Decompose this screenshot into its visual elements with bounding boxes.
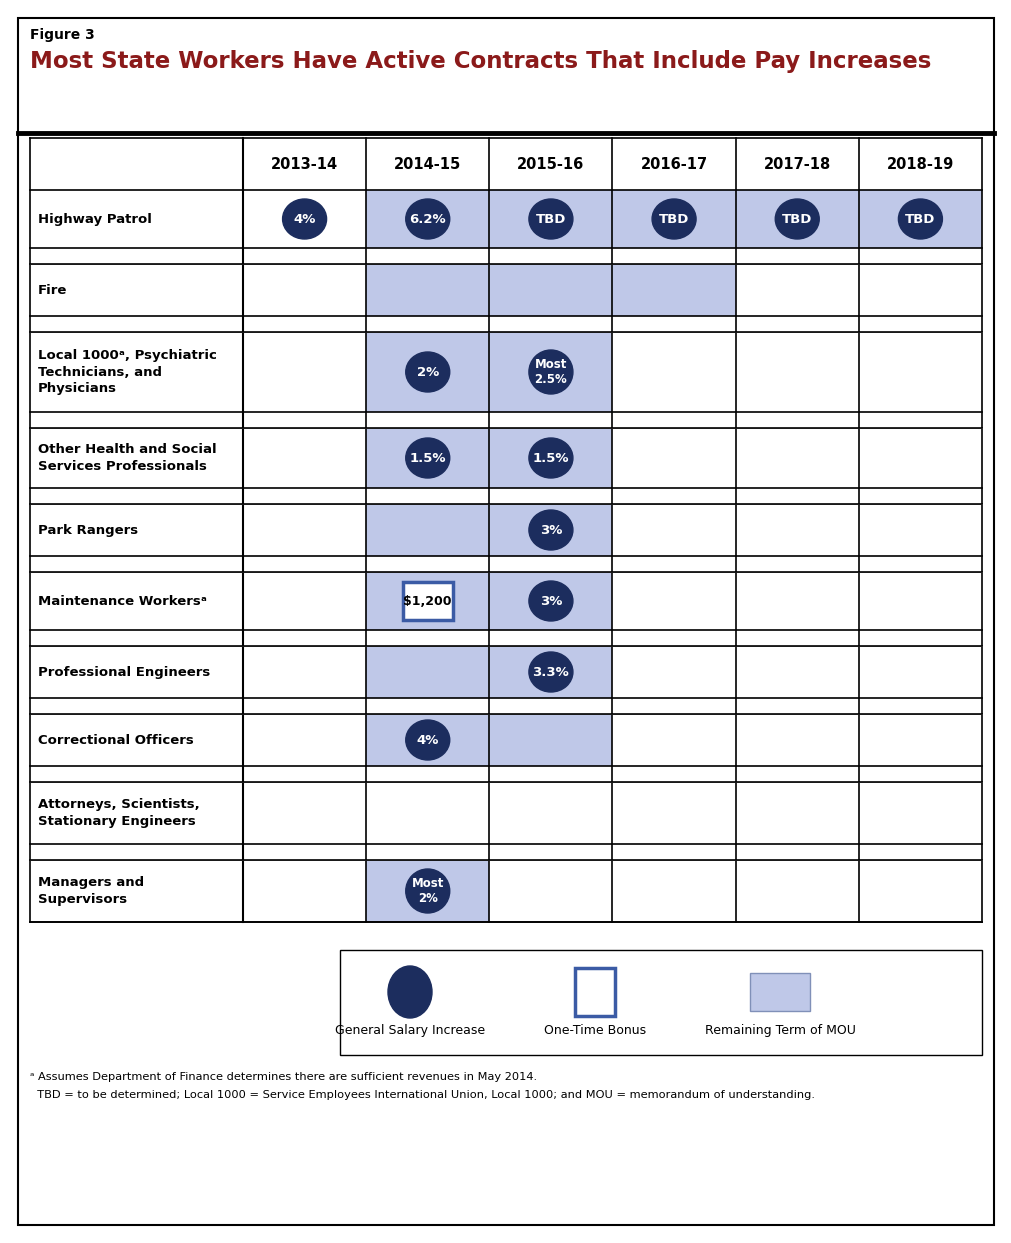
Ellipse shape bbox=[529, 510, 572, 549]
Text: General Salary Increase: General Salary Increase bbox=[335, 1024, 484, 1037]
FancyBboxPatch shape bbox=[366, 190, 981, 249]
FancyBboxPatch shape bbox=[243, 138, 981, 190]
Text: 2014-15: 2014-15 bbox=[393, 157, 461, 172]
Text: 4%: 4% bbox=[417, 733, 439, 747]
FancyBboxPatch shape bbox=[366, 428, 612, 488]
Ellipse shape bbox=[405, 720, 449, 759]
Text: One-Time Bonus: One-Time Bonus bbox=[543, 1024, 645, 1037]
Text: TBD = to be determined; Local 1000 = Service Employees International Union, Loca: TBD = to be determined; Local 1000 = Ser… bbox=[30, 1090, 814, 1100]
Text: 2%: 2% bbox=[417, 365, 439, 379]
Ellipse shape bbox=[529, 199, 572, 239]
Text: 3%: 3% bbox=[539, 594, 561, 608]
FancyBboxPatch shape bbox=[574, 968, 615, 1016]
Text: $1,200: $1,200 bbox=[403, 594, 452, 608]
Ellipse shape bbox=[529, 580, 572, 622]
Ellipse shape bbox=[405, 199, 449, 239]
Ellipse shape bbox=[405, 352, 449, 392]
Ellipse shape bbox=[405, 869, 449, 914]
Text: Park Rangers: Park Rangers bbox=[38, 523, 137, 537]
Text: 1.5%: 1.5% bbox=[409, 451, 446, 465]
Text: Most
2.5%: Most 2.5% bbox=[534, 358, 567, 385]
Text: Professional Engineers: Professional Engineers bbox=[38, 665, 210, 679]
Text: Most
2%: Most 2% bbox=[411, 878, 444, 905]
Text: Correctional Officers: Correctional Officers bbox=[38, 733, 193, 747]
Text: 4%: 4% bbox=[293, 213, 315, 225]
FancyBboxPatch shape bbox=[366, 503, 612, 556]
Text: Other Health and Social
Services Professionals: Other Health and Social Services Profess… bbox=[38, 444, 216, 472]
FancyBboxPatch shape bbox=[18, 17, 993, 1226]
Ellipse shape bbox=[651, 199, 696, 239]
FancyBboxPatch shape bbox=[402, 582, 452, 620]
Text: 3.3%: 3.3% bbox=[532, 665, 569, 679]
Text: 3%: 3% bbox=[539, 523, 561, 537]
FancyBboxPatch shape bbox=[366, 646, 612, 699]
Ellipse shape bbox=[387, 966, 432, 1018]
Text: Figure 3: Figure 3 bbox=[30, 29, 95, 42]
Ellipse shape bbox=[529, 351, 572, 394]
Text: Highway Patrol: Highway Patrol bbox=[38, 213, 152, 225]
Ellipse shape bbox=[282, 199, 327, 239]
FancyBboxPatch shape bbox=[366, 860, 489, 922]
FancyBboxPatch shape bbox=[366, 713, 612, 766]
Ellipse shape bbox=[529, 438, 572, 479]
Text: Remaining Term of MOU: Remaining Term of MOU bbox=[704, 1024, 854, 1037]
Text: TBD: TBD bbox=[782, 213, 812, 225]
FancyBboxPatch shape bbox=[749, 973, 809, 1011]
Text: 6.2%: 6.2% bbox=[409, 213, 446, 225]
FancyBboxPatch shape bbox=[366, 572, 612, 630]
Text: 2015-16: 2015-16 bbox=[517, 157, 584, 172]
Ellipse shape bbox=[898, 199, 941, 239]
Text: Maintenance Workersᵃ: Maintenance Workersᵃ bbox=[38, 594, 206, 608]
Text: TBD: TBD bbox=[535, 213, 565, 225]
FancyBboxPatch shape bbox=[366, 264, 735, 316]
Text: Local 1000ᵃ, Psychiatric
Technicians, and
Physicians: Local 1000ᵃ, Psychiatric Technicians, an… bbox=[38, 349, 216, 395]
Text: 2018-19: 2018-19 bbox=[886, 157, 953, 172]
Text: 1.5%: 1.5% bbox=[532, 451, 568, 465]
Text: Attorneys, Scientists,
Stationary Engineers: Attorneys, Scientists, Stationary Engine… bbox=[38, 798, 199, 828]
Text: Most State Workers Have Active Contracts That Include Pay Increases: Most State Workers Have Active Contracts… bbox=[30, 50, 930, 73]
Ellipse shape bbox=[774, 199, 819, 239]
FancyBboxPatch shape bbox=[366, 332, 612, 411]
Text: 2017-18: 2017-18 bbox=[763, 157, 830, 172]
Text: TBD: TBD bbox=[658, 213, 688, 225]
Text: TBD: TBD bbox=[904, 213, 935, 225]
Text: Managers and
Supervisors: Managers and Supervisors bbox=[38, 876, 144, 906]
Ellipse shape bbox=[405, 438, 449, 479]
Text: 2013-14: 2013-14 bbox=[271, 157, 338, 172]
Text: 2016-17: 2016-17 bbox=[640, 157, 707, 172]
Text: Fire: Fire bbox=[38, 283, 68, 297]
Ellipse shape bbox=[529, 653, 572, 692]
Text: ᵃ Assumes Department of Finance determines there are sufficient revenues in May : ᵃ Assumes Department of Finance determin… bbox=[30, 1073, 537, 1083]
FancyBboxPatch shape bbox=[340, 950, 981, 1054]
